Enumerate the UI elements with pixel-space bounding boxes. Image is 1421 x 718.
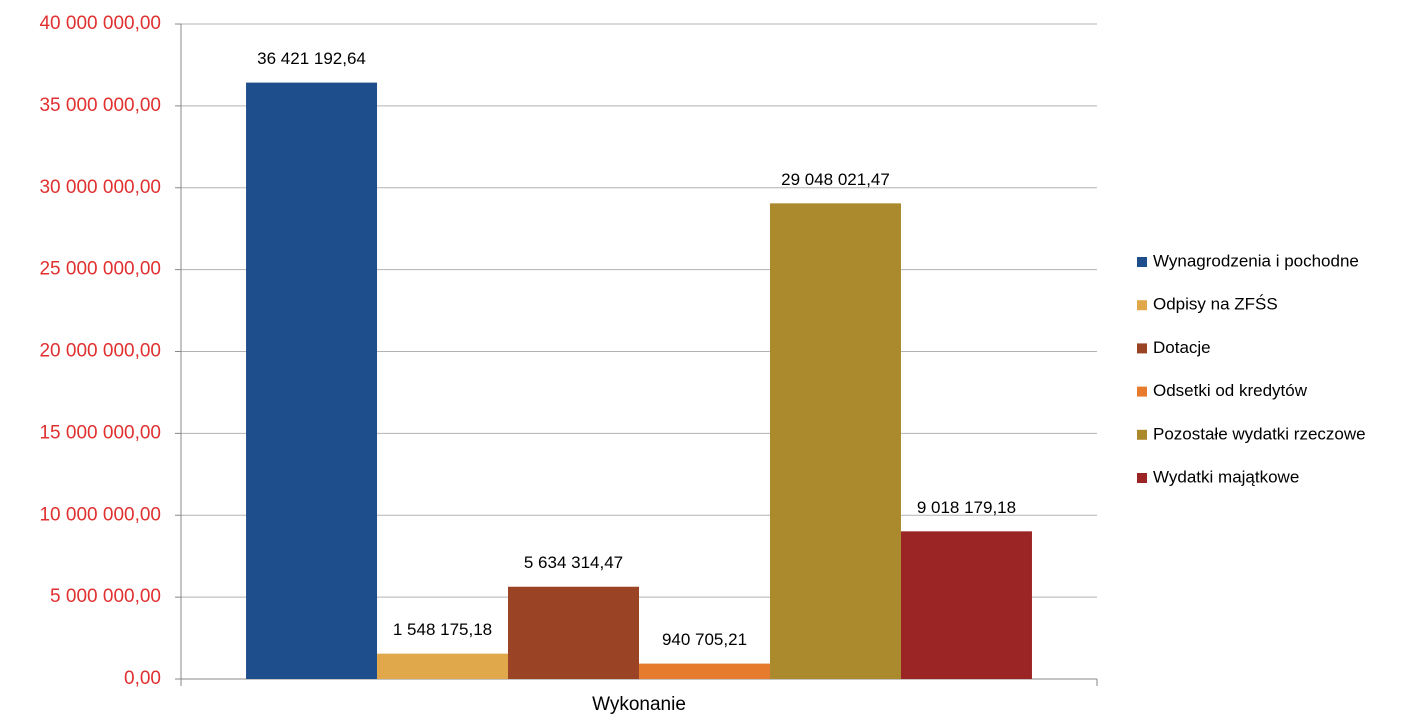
- legend-swatch: [1137, 429, 1147, 440]
- y-tick-label: 10 000 000,00: [39, 504, 161, 525]
- legend-swatch: [1137, 257, 1147, 267]
- y-tick-label: 5 000 000,00: [50, 586, 161, 607]
- legend-label: Dotacje: [1153, 338, 1211, 357]
- bar: [246, 82, 378, 680]
- data-label: 9 018 179,18: [917, 498, 1016, 517]
- y-tick-label: 40 000 000,00: [39, 13, 161, 34]
- legend-swatch: [1137, 473, 1147, 483]
- x-tick-label: Wykonanie: [592, 694, 686, 715]
- bar: [639, 663, 770, 679]
- bar: [900, 531, 1032, 679]
- legend-label: Pozostałe wydatki rzeczowe: [1153, 424, 1366, 443]
- legend-label: Wynagrodzenia i pochodne: [1153, 251, 1359, 270]
- y-tick-label: 0,00: [124, 668, 161, 689]
- data-label: 940 705,21: [662, 630, 747, 649]
- legend-label: Wydatki majątkowe: [1153, 467, 1299, 486]
- legend-swatch: [1137, 300, 1147, 311]
- legend-swatch: [1137, 386, 1147, 397]
- bar: [508, 586, 639, 679]
- data-label: 36 421 192,64: [257, 49, 366, 68]
- data-label: 29 048 021,47: [781, 170, 890, 189]
- legend-swatch: [1137, 343, 1147, 354]
- bar: [769, 203, 901, 679]
- legend-label: Odpisy na ZFŚS: [1153, 295, 1278, 314]
- data-label: 1 548 175,18: [393, 620, 492, 639]
- y-tick-label: 20 000 000,00: [39, 341, 161, 362]
- legend-label: Odsetki od kredytów: [1153, 381, 1308, 400]
- y-tick-label: 15 000 000,00: [39, 422, 161, 443]
- y-tick-label: 30 000 000,00: [39, 177, 161, 198]
- y-tick-label: 35 000 000,00: [39, 95, 161, 116]
- bar: [377, 653, 509, 679]
- y-tick-label: 25 000 000,00: [39, 259, 161, 280]
- data-label: 5 634 314,47: [524, 553, 623, 572]
